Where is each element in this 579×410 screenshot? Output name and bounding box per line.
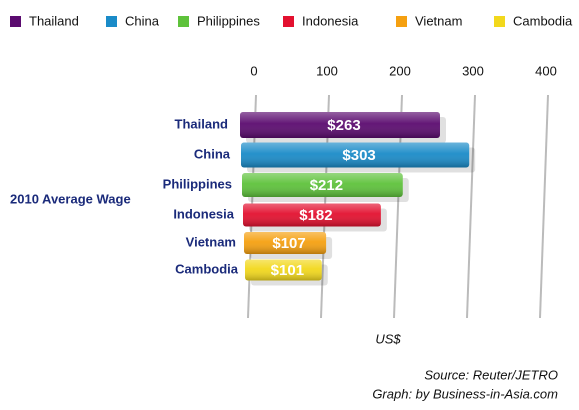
- bar-shine: [245, 259, 322, 281]
- legend-label: Indonesia: [302, 13, 359, 28]
- x-tick-label: 400: [535, 63, 557, 78]
- legend-swatch: [178, 16, 189, 27]
- bar-shine: [243, 203, 381, 227]
- y-axis-title: 2010 Average Wage: [10, 191, 131, 206]
- x-tick-label: 0: [250, 63, 257, 78]
- legend-label: Vietnam: [415, 13, 462, 28]
- source: Source: Reuter/JETRO: [424, 367, 558, 382]
- grid-line: [539, 94, 549, 319]
- legend-label: Thailand: [29, 13, 79, 28]
- x-tick-label: 300: [462, 63, 484, 78]
- legend-swatch: [10, 16, 21, 27]
- y-tick-label: Vietnam: [186, 234, 236, 249]
- value-label: $212: [310, 177, 343, 194]
- legend-swatch: [106, 16, 117, 27]
- grid-line: [466, 94, 476, 319]
- legend-label: Philippines: [197, 13, 260, 28]
- bar-shine: [242, 173, 403, 197]
- y-tick-label: Indonesia: [173, 206, 234, 221]
- value-label: $182: [299, 207, 332, 224]
- credit: Graph: by Business-in-Asia.com: [372, 386, 558, 401]
- value-label: $303: [342, 147, 375, 164]
- y-tick-label: Cambodia: [175, 261, 239, 276]
- value-label: $107: [272, 235, 305, 252]
- value-label: $101: [271, 262, 304, 279]
- bar-shine: [244, 232, 327, 254]
- y-tick-label: Thailand: [175, 116, 229, 131]
- x-tick-label: 200: [389, 63, 411, 78]
- legend-label: Cambodia: [513, 13, 573, 28]
- bar-shine: [240, 112, 440, 138]
- x-tick-label: 100: [316, 63, 338, 78]
- y-tick-label: Philippines: [163, 176, 232, 191]
- legend-swatch: [396, 16, 407, 27]
- legend-swatch: [494, 16, 505, 27]
- legend-swatch: [283, 16, 294, 27]
- value-label: $263: [327, 117, 360, 134]
- bar-shine: [241, 142, 470, 168]
- y-tick-label: China: [194, 146, 231, 161]
- legend-label: China: [125, 13, 160, 28]
- x-axis-title: US$: [375, 331, 401, 346]
